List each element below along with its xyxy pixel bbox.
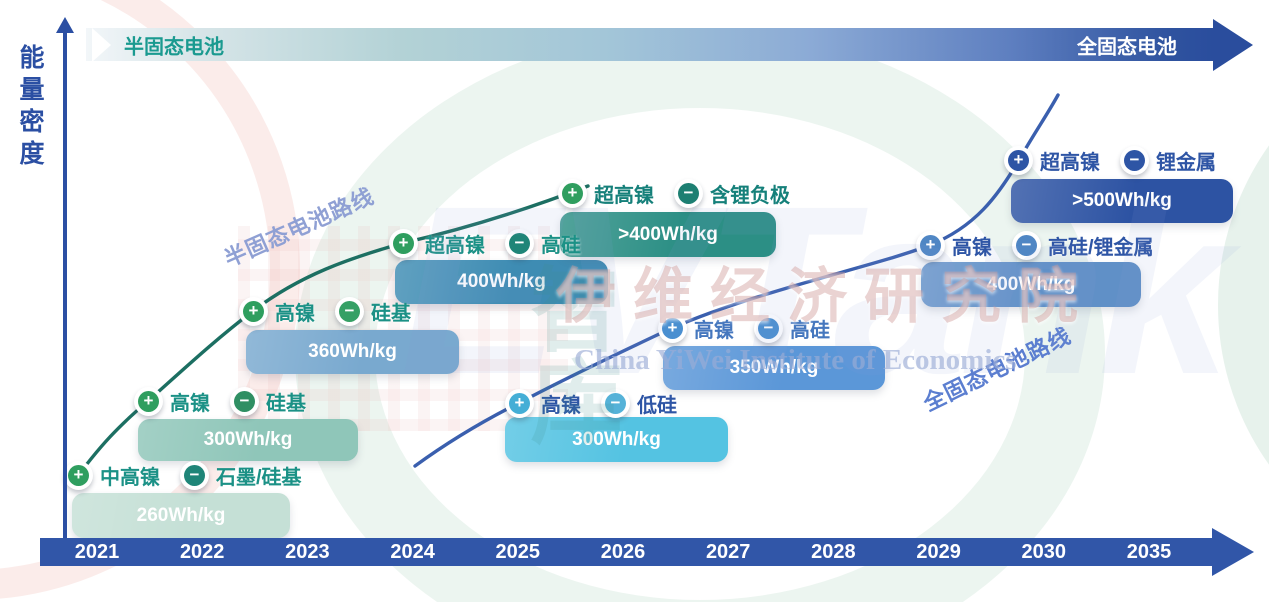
energy-density-box: >500Wh/kg bbox=[1011, 179, 1233, 223]
minus-icon bbox=[230, 387, 259, 416]
point-materials-2025-full: 高镍 低硅 bbox=[505, 389, 677, 418]
energy-density-box: >400Wh/kg bbox=[560, 212, 776, 257]
cathode-label: 高镍 bbox=[275, 303, 315, 325]
x-axis-year-label: 2025 bbox=[495, 541, 541, 563]
anode-label: 硅基 bbox=[371, 303, 411, 325]
x-axis-year-label: 2029 bbox=[916, 541, 961, 563]
cathode-label: 高镍 bbox=[694, 320, 734, 342]
energy-density-box: 400Wh/kg bbox=[395, 260, 608, 304]
point-materials-2022: 高镍 硅基 bbox=[134, 387, 306, 416]
energy-density-box: 300Wh/kg bbox=[138, 419, 358, 461]
energy-density-box: 300Wh/kg bbox=[505, 417, 728, 462]
x-axis-year-label: 2028 bbox=[811, 541, 856, 563]
y-axis-line bbox=[56, 17, 74, 556]
plus-icon bbox=[558, 179, 587, 208]
banner-left-label: 半固态电池 bbox=[124, 36, 224, 58]
minus-icon bbox=[1012, 231, 1041, 260]
point-materials-2024: 超高镍 高硅 bbox=[389, 229, 581, 258]
x-axis-year-label: 2022 bbox=[179, 541, 225, 563]
x-axis-arrowhead-icon bbox=[1212, 528, 1254, 576]
banner-right-label: 全固态电池 bbox=[1077, 36, 1177, 58]
cathode-label: 高镍 bbox=[952, 237, 992, 259]
minus-icon bbox=[674, 179, 703, 208]
point-materials-2029: 高镍 高硅/锂金属 bbox=[916, 231, 1154, 260]
minus-icon bbox=[1120, 146, 1149, 175]
energy-density-box: 360Wh/kg bbox=[246, 330, 459, 374]
anode-label: 高硅 bbox=[541, 235, 581, 257]
anode-label: 锂金属 bbox=[1156, 152, 1216, 174]
point-materials-2025-semi: 超高镍 含锂负极 bbox=[558, 179, 790, 208]
x-axis-year-label: 2030 bbox=[1021, 541, 1067, 563]
cathode-label: 高镍 bbox=[541, 395, 581, 417]
energy-density-box: 400Wh/kg bbox=[921, 262, 1141, 307]
cathode-label: 高镍 bbox=[170, 393, 210, 415]
point-materials-2021: 中高镍 石墨/硅基 bbox=[64, 461, 302, 490]
minus-icon bbox=[601, 389, 630, 418]
point-materials-2030: 超高镍 锂金属 bbox=[1004, 146, 1216, 175]
x-axis-year-label: 2024 bbox=[390, 541, 435, 563]
anode-label: 石墨/硅基 bbox=[216, 467, 302, 489]
plus-icon bbox=[658, 314, 687, 343]
x-axis-bar: 2021 2022 2023 2024 2025 2026 2027 2028 2029 2030… bbox=[40, 528, 1254, 576]
energy-density-box: 260Wh/kg bbox=[72, 493, 290, 538]
cathode-label: 超高镍 bbox=[594, 185, 654, 207]
plus-icon bbox=[1004, 146, 1033, 175]
banner-arrowhead-icon bbox=[1213, 18, 1253, 71]
anode-label: 高硅/锂金属 bbox=[1048, 237, 1154, 259]
plus-icon bbox=[64, 461, 93, 490]
minus-icon bbox=[180, 461, 209, 490]
x-axis-year-label: 2023 bbox=[285, 541, 330, 563]
x-axis-year-label: 2021 bbox=[74, 541, 120, 563]
cathode-label: 中高镍 bbox=[100, 467, 160, 489]
x-axis-year-label: 2035 bbox=[1126, 541, 1172, 563]
plus-icon bbox=[389, 229, 418, 258]
minus-icon bbox=[335, 297, 364, 326]
cathode-label: 超高镍 bbox=[1040, 152, 1100, 174]
plus-icon bbox=[505, 389, 534, 418]
minus-icon bbox=[754, 314, 783, 343]
x-axis-year-label: 2027 bbox=[705, 541, 751, 563]
anode-label: 含锂负极 bbox=[710, 185, 790, 207]
cathode-label: 超高镍 bbox=[425, 235, 485, 257]
minus-icon bbox=[505, 229, 534, 258]
anode-label: 硅基 bbox=[266, 393, 306, 415]
banner-chevron-icon bbox=[92, 27, 111, 62]
battery-type-banner: 半固态电池 全固态电池 bbox=[86, 18, 1253, 71]
y-axis-label: 能量密度 bbox=[16, 44, 44, 172]
plus-icon bbox=[239, 297, 268, 326]
anode-label: 高硅 bbox=[790, 320, 830, 342]
x-axis-year-label: 2026 bbox=[600, 541, 646, 563]
energy-density-box: 350Wh/kg bbox=[663, 346, 885, 390]
point-materials-2023: 高镍 硅基 bbox=[239, 297, 411, 326]
anode-label: 低硅 bbox=[637, 395, 677, 417]
plus-icon bbox=[134, 387, 163, 416]
y-axis-arrowhead-icon bbox=[56, 17, 74, 33]
point-materials-2027: 高镍 高硅 bbox=[658, 314, 830, 343]
plus-icon bbox=[916, 231, 945, 260]
